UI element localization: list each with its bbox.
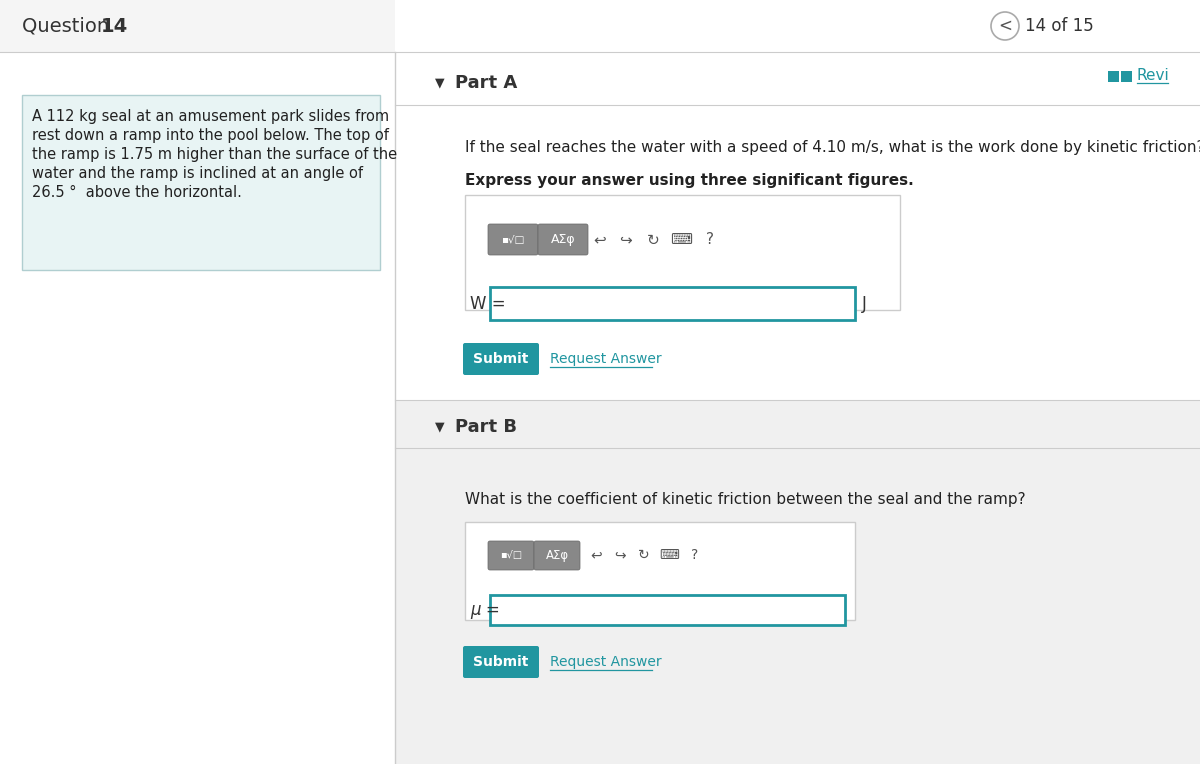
FancyBboxPatch shape — [463, 343, 539, 375]
Text: 14 of 15: 14 of 15 — [1025, 17, 1093, 35]
Text: 14: 14 — [101, 17, 128, 35]
FancyBboxPatch shape — [534, 541, 580, 570]
Text: ?: ? — [691, 548, 698, 562]
Text: rest down a ramp into the pool below. The top of: rest down a ramp into the pool below. Th… — [32, 128, 389, 143]
Text: Submit: Submit — [473, 655, 529, 669]
Text: ↻: ↻ — [638, 548, 650, 562]
Text: Request Answer: Request Answer — [550, 655, 661, 669]
FancyBboxPatch shape — [466, 195, 900, 310]
FancyBboxPatch shape — [488, 224, 538, 255]
Text: Revi: Revi — [1138, 69, 1170, 83]
FancyBboxPatch shape — [466, 522, 854, 620]
Text: ⌨: ⌨ — [670, 232, 692, 248]
Text: ⌨: ⌨ — [659, 548, 679, 562]
Text: ↪: ↪ — [614, 548, 626, 562]
FancyBboxPatch shape — [395, 400, 1200, 764]
Text: What is the coefficient of kinetic friction between the seal and the ramp?: What is the coefficient of kinetic frict… — [466, 492, 1026, 507]
Text: ▪√□: ▪√□ — [502, 235, 524, 245]
Text: If the seal reaches the water with a speed of 4.10 m/s, what is the work done by: If the seal reaches the water with a spe… — [466, 140, 1200, 155]
Text: ▼: ▼ — [436, 420, 445, 433]
Text: ↩: ↩ — [594, 232, 606, 248]
Text: water and the ramp is inclined at an angle of: water and the ramp is inclined at an ang… — [32, 166, 364, 181]
FancyBboxPatch shape — [538, 224, 588, 255]
Text: ↻: ↻ — [647, 232, 659, 248]
Circle shape — [991, 12, 1019, 40]
Text: ↪: ↪ — [619, 232, 632, 248]
Text: ΑΣφ: ΑΣφ — [551, 234, 575, 247]
Text: <: < — [998, 17, 1012, 35]
FancyBboxPatch shape — [1121, 71, 1132, 82]
FancyBboxPatch shape — [0, 0, 1200, 52]
FancyBboxPatch shape — [490, 595, 845, 625]
Text: Part B: Part B — [455, 418, 517, 436]
Text: 26.5 °  above the horizontal.: 26.5 ° above the horizontal. — [32, 185, 242, 200]
Text: Part A: Part A — [455, 74, 517, 92]
Text: ↩: ↩ — [590, 548, 602, 562]
Text: ?: ? — [706, 232, 714, 248]
Text: μ =: μ = — [470, 601, 499, 619]
Text: Submit: Submit — [473, 352, 529, 366]
Text: Express your answer using three significant figures.: Express your answer using three signific… — [466, 173, 913, 188]
FancyBboxPatch shape — [395, 0, 1200, 52]
FancyBboxPatch shape — [1108, 71, 1120, 82]
FancyBboxPatch shape — [490, 287, 854, 320]
Text: A 112 kg seal at an amusement park slides from: A 112 kg seal at an amusement park slide… — [32, 109, 389, 124]
Text: Request Answer: Request Answer — [550, 352, 661, 366]
Text: J: J — [862, 295, 866, 313]
Text: W =: W = — [470, 295, 505, 313]
FancyBboxPatch shape — [488, 541, 534, 570]
Text: ΑΣφ: ΑΣφ — [546, 549, 569, 562]
Text: ▼: ▼ — [436, 76, 445, 89]
FancyBboxPatch shape — [463, 646, 539, 678]
Text: Question: Question — [22, 17, 115, 35]
Text: ▪√□: ▪√□ — [500, 550, 522, 560]
FancyBboxPatch shape — [22, 95, 380, 270]
Text: the ramp is 1.75 m higher than the surface of the: the ramp is 1.75 m higher than the surfa… — [32, 147, 397, 162]
